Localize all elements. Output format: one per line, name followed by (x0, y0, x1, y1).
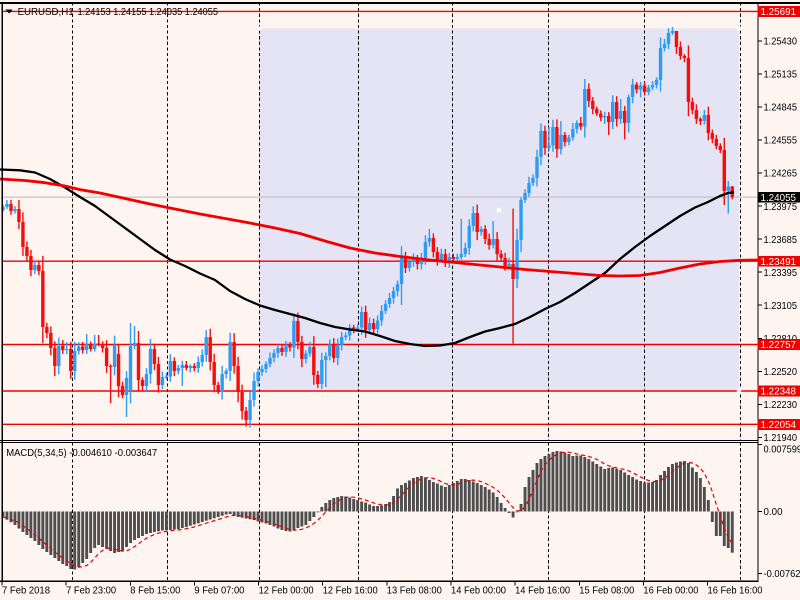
svg-text:15 Feb 08:00: 15 Feb 08:00 (579, 585, 634, 597)
svg-text:16 Feb 16:00: 16 Feb 16:00 (708, 585, 763, 597)
svg-text:1.22230: 1.22230 (764, 399, 798, 411)
svg-text:8 Feb 15:00: 8 Feb 15:00 (130, 585, 180, 597)
svg-text:1.24153 1.24155 1.24035 1.2405: 1.24153 1.24155 1.24035 1.24055 (78, 6, 219, 18)
svg-text:1.24265: 1.24265 (764, 168, 798, 180)
svg-text:14 Feb 00:00: 14 Feb 00:00 (451, 585, 506, 597)
svg-text:1.22054: 1.22054 (761, 419, 797, 431)
svg-text:MACD(5,34,5) -0.004610 -0.0036: MACD(5,34,5) -0.004610 -0.003647 (6, 447, 157, 459)
svg-text:1.24845: 1.24845 (764, 102, 798, 114)
svg-text:7 Feb 23:00: 7 Feb 23:00 (66, 585, 116, 597)
svg-text:9 Feb 07:00: 9 Feb 07:00 (194, 585, 244, 597)
svg-text:1.24055: 1.24055 (761, 192, 797, 204)
svg-text:1.23395: 1.23395 (764, 267, 798, 279)
svg-text:12 Feb 16:00: 12 Feb 16:00 (323, 585, 378, 597)
svg-text:-0.00762: -0.00762 (764, 568, 800, 580)
svg-text:1.25430: 1.25430 (764, 36, 798, 48)
svg-text:1.21940: 1.21940 (764, 432, 798, 444)
svg-text:1.22757: 1.22757 (761, 339, 797, 351)
svg-text:14 Feb 16:00: 14 Feb 16:00 (515, 585, 570, 597)
svg-text:1.24555: 1.24555 (764, 135, 798, 147)
svg-text:1.23491: 1.23491 (761, 256, 797, 268)
svg-text:0.00: 0.00 (764, 506, 783, 518)
svg-text:1.23685: 1.23685 (764, 234, 798, 246)
svg-text:1.22348: 1.22348 (761, 386, 797, 398)
svg-text:1.22520: 1.22520 (764, 366, 798, 378)
svg-text:12 Feb 00:00: 12 Feb 00:00 (259, 585, 314, 597)
svg-text:7 Feb 2018: 7 Feb 2018 (2, 585, 50, 597)
svg-text:16 Feb 00:00: 16 Feb 00:00 (643, 585, 698, 597)
svg-text:13 Feb 08:00: 13 Feb 08:00 (387, 585, 442, 597)
svg-text:1.25135: 1.25135 (764, 69, 798, 81)
svg-text:1.23975: 1.23975 (764, 201, 798, 213)
svg-text:1.23105: 1.23105 (764, 300, 798, 312)
svg-text:EURUSD,H1: EURUSD,H1 (18, 6, 74, 18)
svg-text:0.007599: 0.007599 (764, 444, 800, 456)
svg-text:1.25691: 1.25691 (761, 6, 797, 18)
